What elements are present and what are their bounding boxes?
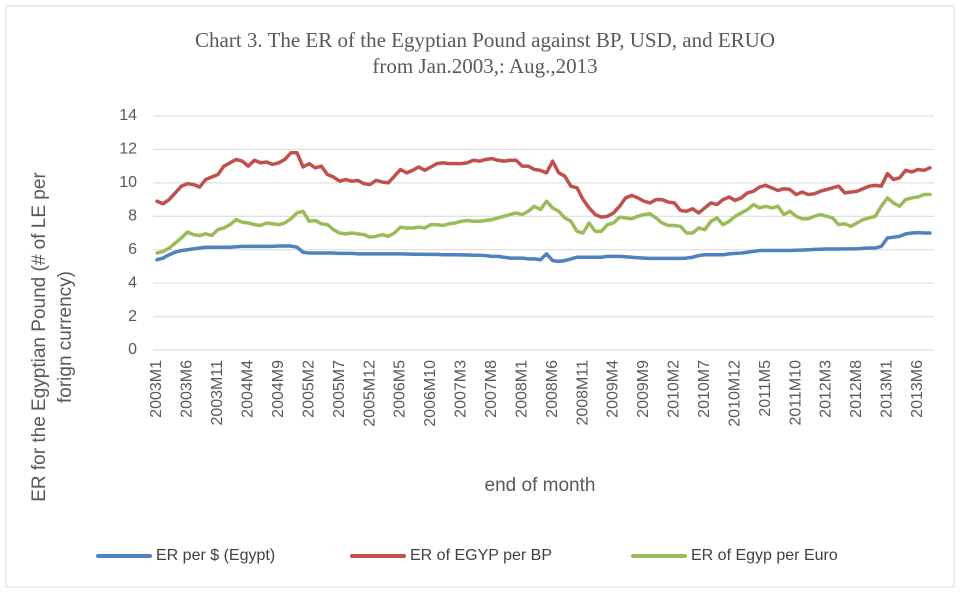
series-line [155,230,932,264]
x-tick-label: 2011M5 [757,360,774,417]
x-tick-label: 2003M11 [209,360,226,426]
x-tick-label: 2013M1 [879,360,896,418]
x-tick-label: 2006M5 [392,360,409,418]
chart-border [5,5,955,588]
x-tick-label: 2003M6 [179,360,196,418]
legend-label: ER of Egyp per Euro [691,547,838,564]
y-tick-label: 14 [119,107,137,124]
y-tick-label: 10 [119,174,137,191]
x-tick-label: 2012M8 [848,360,865,418]
x-axis-label: end of month [485,475,596,496]
x-tick-label: 2005M12 [361,360,378,427]
x-tick-label: 2004M9 [270,360,287,418]
chart-title: Chart 3. The ER of the Egyptian Pound ag… [195,28,775,52]
x-tick-label: 2009M4 [605,360,622,418]
legend-label: ER of EGYP per BP [410,547,552,564]
chart-title: from Jan.2003,: Aug.,2013 [372,54,597,78]
y-axis-label: ER for the Egyptian Pound (# of LE per [29,172,50,502]
y-tick-label: 4 [128,274,137,291]
x-tick-label: 2005M7 [331,360,348,418]
x-tick-label: 2010M12 [726,360,743,427]
x-tick-label: 2006M10 [422,360,439,427]
y-tick-label: 6 [128,241,137,258]
y-tick-label: 8 [128,208,137,225]
x-tick-label: 2011M10 [787,360,804,426]
x-tick-label: 2008M1 [513,360,530,418]
x-tick-label: 2008M11 [574,360,591,426]
series-line [155,151,932,219]
x-tick-label: 2012M3 [818,360,835,418]
x-tick-label: 2004M4 [240,360,257,418]
x-tick-label: 2010M7 [696,360,713,418]
x-tick-label: 2013M6 [909,360,926,418]
y-axis-label: forign currency) [55,271,76,403]
x-tick-label: 2008M6 [544,360,561,418]
x-tick-label: 2007M3 [453,360,470,418]
x-tick-label: 2009M9 [635,360,652,418]
x-tick-label: 2003M1 [148,360,165,418]
y-tick-label: 12 [119,141,137,158]
series-line [155,192,932,255]
x-tick-label: 2005M2 [300,360,317,418]
x-tick-label: 2010M2 [666,360,683,418]
legend-label: ER per $ (Egypt) [156,547,275,564]
y-tick-label: 0 [128,341,137,358]
y-tick-label: 2 [128,308,137,325]
x-tick-label: 2007M8 [483,360,500,418]
